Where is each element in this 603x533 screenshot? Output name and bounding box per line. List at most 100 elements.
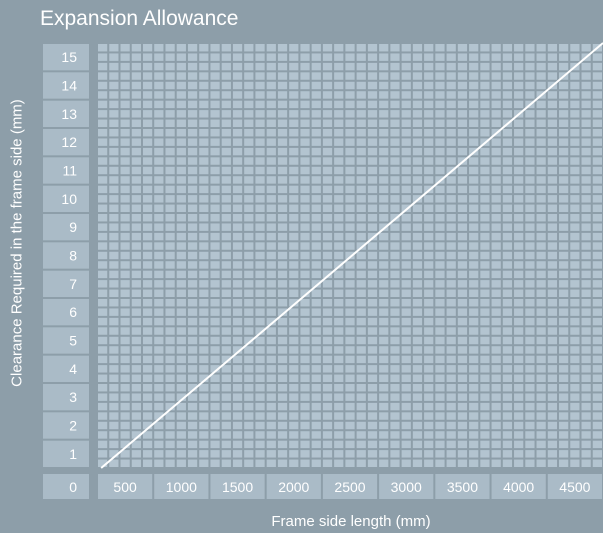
grid-cell (311, 374, 321, 382)
grid-cell (559, 100, 569, 109)
grid-cell (142, 232, 153, 241)
grid-cell (210, 204, 220, 212)
grid-cell (98, 119, 108, 127)
grid-cell (547, 53, 558, 61)
grid-cell (581, 204, 591, 212)
x-tick-panel (154, 474, 209, 499)
grid-cell (131, 261, 141, 269)
grid-cell (176, 440, 186, 449)
grid-cell (446, 346, 456, 354)
grid-cell (390, 242, 400, 250)
grid-cell (581, 110, 591, 118)
grid-cell (289, 195, 299, 203)
grid-cell (424, 280, 434, 288)
grid-cell (300, 81, 310, 90)
grid-cell (322, 72, 333, 80)
grid-cell (289, 374, 299, 382)
grid-cell (446, 242, 456, 250)
grid-cell (469, 232, 479, 241)
grid-cell (502, 44, 513, 52)
grid-cell (221, 232, 231, 241)
grid-cell (120, 317, 130, 326)
grid-cell (142, 365, 153, 373)
grid-cell (322, 176, 333, 184)
grid-cell (581, 270, 591, 279)
grid-cell (491, 431, 501, 439)
y-tick-panel (43, 72, 89, 99)
grid-cell (311, 308, 321, 316)
grid-cell (277, 81, 288, 90)
grid-cell (98, 91, 108, 99)
grid-cell (491, 214, 501, 222)
grid-cell (266, 270, 276, 279)
grid-cell (255, 223, 265, 231)
grid-cell (176, 431, 186, 439)
grid-cell (165, 384, 175, 392)
grid-cell (277, 346, 288, 354)
grid-cell (379, 157, 389, 165)
grid-cell (412, 308, 423, 316)
grid-cell (424, 459, 434, 467)
grid-cell (210, 365, 220, 373)
grid-cell (446, 223, 456, 231)
grid-cell (525, 374, 535, 382)
grid-cell (480, 100, 490, 109)
grid-cell (120, 185, 130, 194)
grid-cell (232, 44, 243, 52)
grid-cell (581, 393, 591, 401)
grid-cell (322, 223, 333, 231)
grid-cell (120, 72, 130, 80)
grid-cell (502, 402, 513, 411)
grid-cell (289, 100, 299, 109)
grid-cell (525, 270, 535, 279)
grid-cell (356, 91, 366, 99)
grid-cell (570, 459, 580, 467)
grid-cell (334, 261, 344, 269)
grid-cell (446, 327, 456, 335)
grid-cell (176, 317, 186, 326)
grid-cell (491, 402, 501, 411)
grid-cell (491, 440, 501, 449)
grid-cell (356, 110, 366, 118)
grid-cell (345, 53, 355, 61)
grid-cell (457, 223, 468, 231)
grid-cell (289, 289, 299, 297)
x-tick-label: 3000 (391, 479, 422, 495)
grid-cell (120, 100, 130, 109)
grid-cell (199, 232, 209, 241)
grid-cell (165, 242, 175, 250)
grid-cell (559, 374, 569, 382)
grid-cell (367, 72, 378, 80)
grid-cell (446, 119, 456, 127)
x-axis-label: Frame side length (mm) (271, 513, 431, 530)
grid-cell (446, 110, 456, 118)
plot-grid (98, 44, 602, 467)
grid-cell (480, 402, 490, 411)
grid-cell (277, 431, 288, 439)
y-tick-panel (43, 100, 89, 127)
grid-cell (379, 62, 389, 71)
grid-cell (480, 440, 490, 449)
grid-cell (536, 317, 546, 326)
grid-cell (424, 119, 434, 127)
grid-cell (581, 195, 591, 203)
grid-cell (289, 185, 299, 194)
grid-cell (322, 185, 333, 194)
grid-cell (109, 393, 119, 401)
grid-cell (570, 81, 580, 90)
grid-cell (289, 336, 299, 345)
grid-cell (379, 346, 389, 354)
y-tick-label: 4 (69, 361, 77, 377)
grid-cell (244, 270, 254, 279)
grid-cell (221, 251, 231, 260)
grid-cell (379, 280, 389, 288)
grid-cell (176, 308, 186, 316)
grid-cell (401, 402, 411, 411)
grid-cell (480, 327, 490, 335)
grid-cell (199, 365, 209, 373)
grid-cell (581, 72, 591, 80)
grid-cell (570, 261, 580, 269)
grid-cell (165, 81, 175, 90)
grid-cell (581, 374, 591, 382)
grid-cell (480, 308, 490, 316)
